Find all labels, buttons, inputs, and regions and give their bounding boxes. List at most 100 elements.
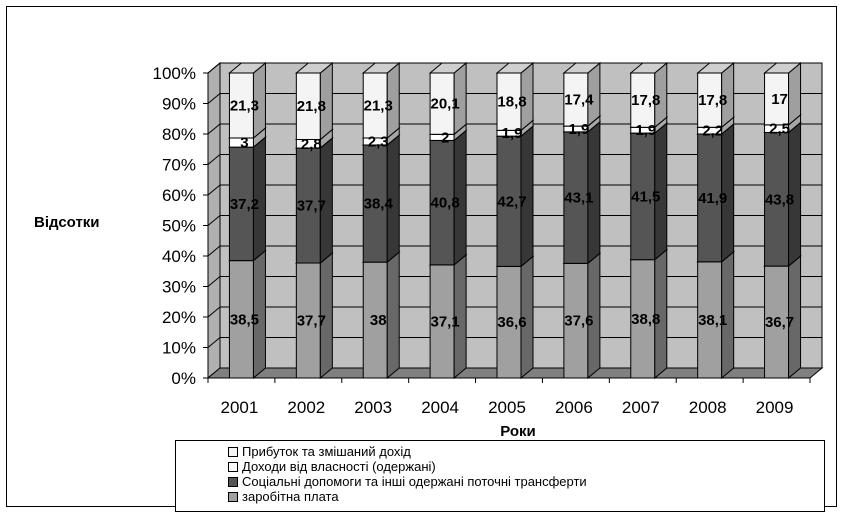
axes: 0% 10% 20% 30% 40% 50% 60% 70% 80% 90% 100% 2001 200… [153,64,811,417]
legend-item: Доходи від власності (одержані) [228,460,436,474]
bar-front [228,146,254,262]
data-labels: 38,537,2321,337,737,72,821,83838,42,321,… [230,91,794,331]
bar-front [630,259,656,379]
bar-segment [629,61,669,129]
x-tick-label: 2007 [622,398,660,417]
y-tick-label: 60% [162,186,196,205]
bar-front [630,132,656,261]
bar-segment [696,61,736,129]
bar-top [629,62,669,74]
x-tick-label: 2003 [354,398,392,417]
data-label: 2,3 [368,133,389,150]
bar-top [428,62,468,74]
bar-front [764,265,790,379]
data-label: 17,8 [631,92,660,109]
gridline [207,245,822,257]
gridline [207,184,822,196]
bar-segment [228,61,267,140]
data-label: 43,8 [765,191,794,208]
data-label: 21,8 [297,98,326,115]
bar-front [362,144,388,263]
bar-segment [228,136,267,262]
bar-front [630,72,656,128]
y-tick-label: 40% [162,247,196,266]
bar-front [295,147,321,264]
bar-front [496,265,522,379]
data-label: 20,1 [431,96,460,113]
legend-item: заробітна плата [228,490,339,504]
bar-front [697,72,723,128]
bar-segment [294,61,334,141]
data-label: 37,2 [230,196,259,213]
bar-front [697,133,723,263]
bar-top [763,62,802,74]
y-tick-label: 0% [171,369,196,388]
bar-front [429,264,455,379]
bar-segment [228,249,267,380]
gridline [207,123,822,135]
data-label: 38,8 [631,311,660,328]
bars [228,61,802,380]
data-label: 21,3 [230,97,259,114]
bar-top [562,62,602,74]
legend-swatch [228,492,238,502]
bar-top [294,62,334,74]
data-label: 43,1 [564,190,593,207]
data-label: 37,6 [564,313,593,330]
bar-segment [428,61,468,136]
bar-side [788,61,802,126]
bar-segment [763,61,802,126]
y-tick-label: 50% [162,217,196,236]
legend: Прибуток та змішаний дохід Доходи від вла… [175,440,825,512]
bar-top [361,62,401,74]
bar-top [228,62,267,74]
data-label: 17,4 [564,92,594,109]
data-label: 2,5 [769,121,790,138]
x-tick-label: 2006 [555,398,593,417]
data-label: 41,9 [698,190,727,207]
bar-top [696,62,736,74]
data-label: 2,8 [301,136,322,153]
data-label: 1,9 [635,122,656,139]
bar-front [228,72,254,139]
data-label: 36,7 [765,314,794,331]
x-tick-label: 2004 [421,398,459,417]
legend-item: Соціальні допомоги та інші одержані пото… [228,475,587,489]
data-label: 42,7 [497,193,526,210]
legend-swatch [228,447,238,457]
bar-front [362,72,388,139]
bar-segment [495,61,535,132]
bar-front [295,72,321,140]
x-tick-label: 2001 [221,398,259,417]
bar-side [386,251,400,380]
legend-item: Прибуток та змішаний дохід [228,445,411,459]
bar-front [697,261,723,379]
bar-top [495,62,535,74]
y-tick-label: 30% [162,278,196,297]
data-label: 21,3 [364,97,393,114]
data-label: 2 [441,129,449,146]
data-label: 18,8 [497,94,526,111]
data-label: 38 [370,312,387,329]
data-label: 38,5 [230,311,259,328]
bar-front [429,139,455,266]
y-tick-label: 10% [162,339,196,358]
data-label: 41,5 [631,188,660,205]
gridline [207,215,822,226]
gridline [207,337,822,348]
x-tick-label: 2009 [756,398,794,417]
y-tick-label: 90% [162,95,196,114]
y-tick-label: 80% [162,125,196,144]
gridline [207,62,822,74]
bar-front [496,135,522,267]
legend-label: Соціальні допомоги та інші одержані пото… [242,474,587,489]
data-label: 40,8 [431,195,460,212]
gridline [207,154,822,165]
bar-segment [495,255,535,380]
y-tick-label: 20% [162,308,196,327]
data-label: 17 [771,91,788,108]
data-label: 37,7 [297,313,326,330]
x-tick-label: 2005 [488,398,526,417]
